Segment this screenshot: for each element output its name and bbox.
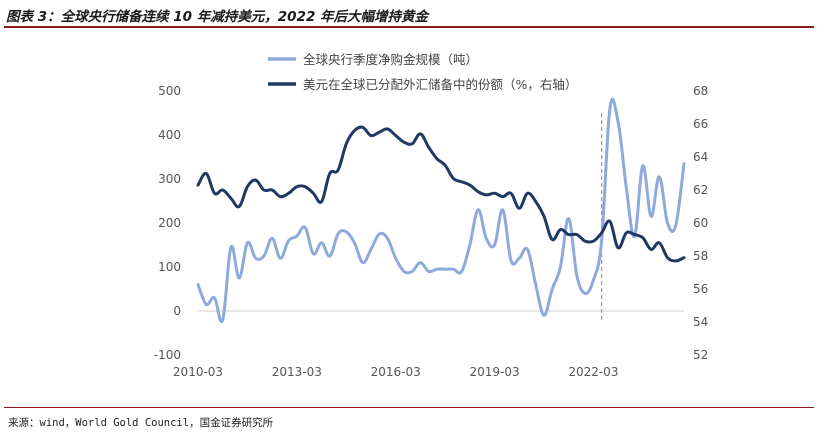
series-line-gold-purchases — [196, 98, 686, 324]
y-left-tick-label: 100 — [158, 260, 181, 274]
source-rule — [4, 407, 814, 408]
title-rule — [4, 26, 814, 28]
series-layer — [196, 98, 686, 324]
x-tick-label: 2013-03 — [272, 365, 322, 379]
y-right-tick-label: 64 — [693, 150, 708, 164]
x-axis: 2010-03 2013-03 2016-03 2019-03 2022-03 — [173, 365, 619, 379]
source-note: 来源：wind，World Gold Council，国金证券研究所 — [8, 417, 274, 429]
y-right-tick-label: 62 — [693, 183, 708, 197]
legend-label-usd: 美元在全球已分配外汇储备中的份额（%，右轴） — [303, 77, 577, 92]
line-chart: 全球央行季度净购金规模（吨） 美元在全球已分配外汇储备中的份额（%，右轴） 50… — [154, 52, 709, 379]
x-tick-label: 2016-03 — [371, 365, 421, 379]
legend: 全球央行季度净购金规模（吨） 美元在全球已分配外汇储备中的份额（%，右轴） — [268, 52, 577, 92]
y-left-tick-label: 400 — [158, 128, 181, 142]
y-right-tick-label: 68 — [693, 84, 708, 98]
x-tick-label: 2019-03 — [469, 365, 519, 379]
y-left-tick-label: 500 — [158, 84, 181, 98]
legend-label-gold: 全球央行季度净购金规模（吨） — [303, 52, 478, 67]
x-tick-label: 2022-03 — [568, 365, 618, 379]
series-line-usd-share — [196, 125, 686, 263]
chart-title: 图表 3：全球央行储备连续 10 年减持美元，2022 年后大幅增持黄金 — [6, 9, 429, 25]
x-tick-label: 2010-03 — [173, 365, 223, 379]
y-right-tick-label: 54 — [693, 315, 708, 329]
y-left-tick-label: 0 — [173, 304, 181, 318]
y-axis-left: 500 400 300 200 100 0 -100 — [154, 84, 181, 362]
y-right-tick-label: 66 — [693, 117, 708, 131]
y-left-tick-label: -100 — [154, 348, 181, 362]
y-left-tick-label: 200 — [158, 216, 181, 230]
y-right-tick-label: 52 — [693, 348, 708, 362]
y-axis-right: 68 66 64 62 60 58 56 54 52 — [693, 84, 708, 362]
y-left-tick-label: 300 — [158, 172, 181, 186]
y-right-tick-label: 58 — [693, 249, 708, 263]
y-right-tick-label: 60 — [693, 216, 708, 230]
y-right-tick-label: 56 — [693, 282, 708, 296]
